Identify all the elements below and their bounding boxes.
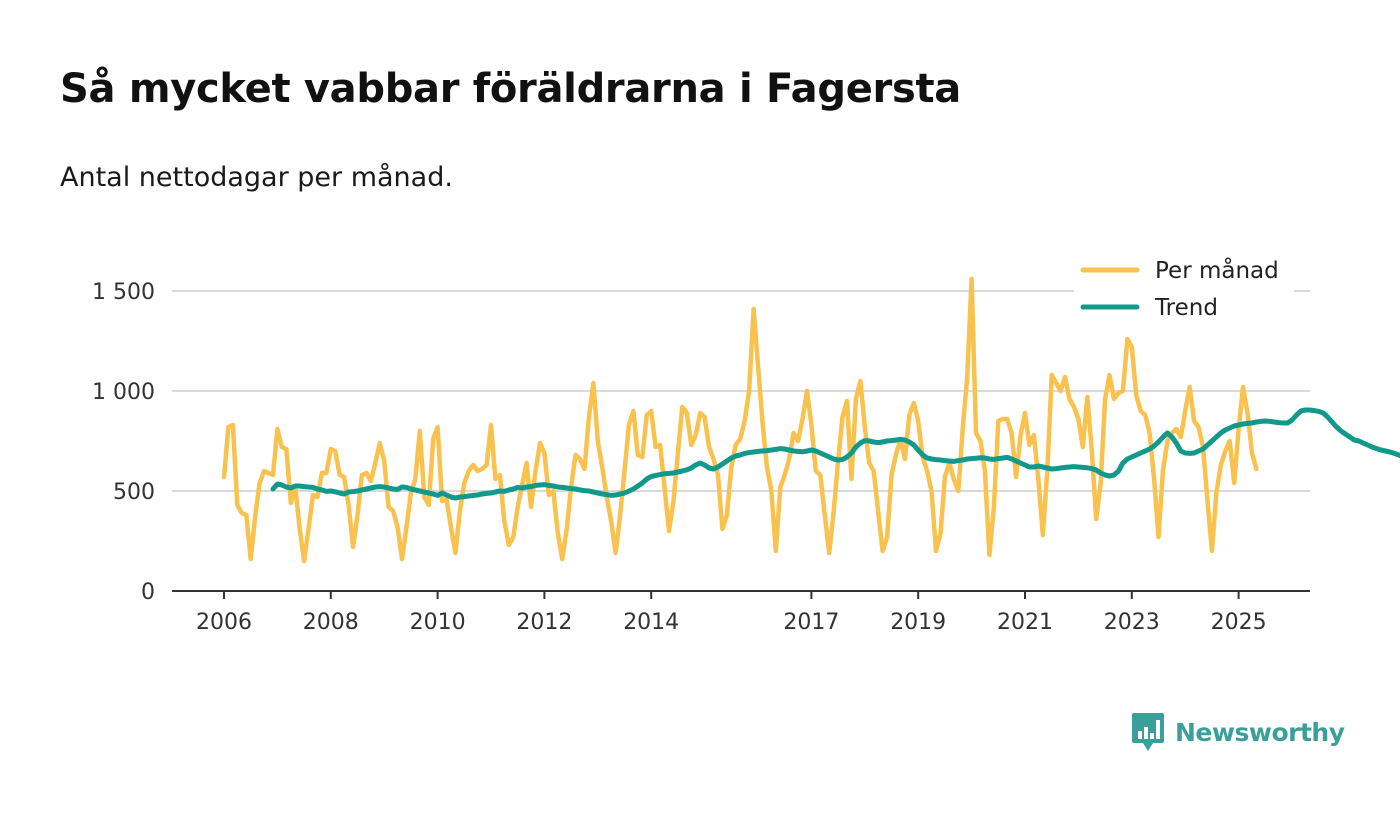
y-tick-label-0: 0 bbox=[141, 580, 155, 605]
x-tick-marks bbox=[223, 591, 1240, 599]
x-tick-label-2017: 2017 bbox=[783, 610, 839, 635]
trend-series-line bbox=[270, 407, 1400, 501]
newsworthy-logo: Newsworthy bbox=[1131, 711, 1345, 753]
legend-label-monthly: Per månad bbox=[1155, 256, 1279, 284]
y-tick-labels: 0 500 1 000 1 500 bbox=[92, 280, 155, 605]
x-tick-label-2014: 2014 bbox=[623, 610, 679, 635]
y-tick-label-500: 500 bbox=[113, 480, 155, 505]
x-tick-labels: 2006 2008 2010 2012 2014 2017 2019 2021 2023 2025 bbox=[196, 610, 1267, 635]
legend: Per månad Trend bbox=[1074, 252, 1294, 321]
brand-name: Newsworthy bbox=[1175, 717, 1345, 747]
chart-title: Så mycket vabbar föräldrarna i Fagersta bbox=[60, 66, 961, 112]
grid-lines bbox=[172, 290, 1310, 492]
monthly-series-line bbox=[221, 276, 1259, 564]
chart-bars-icon bbox=[1132, 713, 1164, 751]
series-group bbox=[221, 276, 1400, 564]
x-tick-label-2012: 2012 bbox=[516, 610, 572, 635]
x-tick-label-2008: 2008 bbox=[303, 610, 359, 635]
x-tick-label-2006: 2006 bbox=[196, 610, 252, 635]
y-tick-label-1000: 1 000 bbox=[92, 380, 155, 405]
x-tick-label-2019: 2019 bbox=[890, 610, 946, 635]
x-tick-label-2021: 2021 bbox=[997, 610, 1053, 635]
legend-label-trend: Trend bbox=[1154, 295, 1218, 321]
x-tick-label-2023: 2023 bbox=[1104, 610, 1160, 635]
y-tick-label-1500: 1 500 bbox=[92, 280, 155, 305]
x-tick-label-2010: 2010 bbox=[410, 610, 466, 635]
chart-subtitle: Antal nettodagar per månad. bbox=[60, 162, 453, 193]
x-tick-label-2025: 2025 bbox=[1211, 610, 1267, 635]
